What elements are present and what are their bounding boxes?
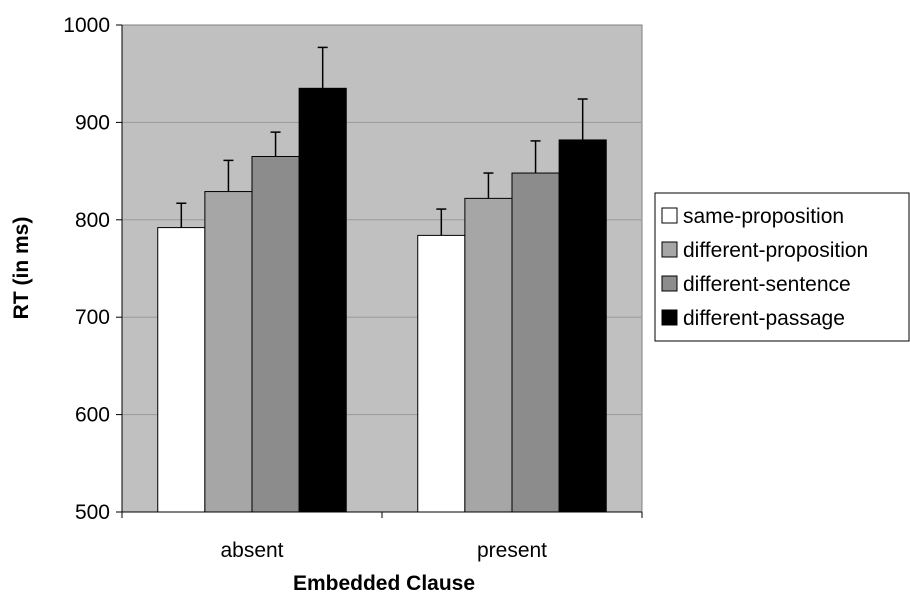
bar-same-proposition-present <box>417 234 466 513</box>
x-axis: absent present <box>121 511 643 562</box>
x-tick-label: present <box>477 539 547 562</box>
bar-different-proposition-present <box>464 197 513 513</box>
legend-swatch <box>661 309 678 326</box>
legend: same-proposition different-proposition dif… <box>654 192 910 342</box>
legend-label: different-sentence <box>683 273 851 296</box>
legend-label: different-proposition <box>683 239 868 262</box>
y-tick-label: 900 <box>75 111 110 134</box>
bar-different-sentence-absent <box>251 155 300 513</box>
legend-swatch <box>661 241 678 258</box>
legend-swatch <box>661 207 678 224</box>
y-axis-title: RT (in ms) <box>10 217 33 320</box>
bar-different-passage-absent <box>298 87 347 513</box>
error-bars <box>176 46 588 236</box>
y-tick-label: 1000 <box>63 14 110 37</box>
y-tick-label: 800 <box>75 209 110 232</box>
legend-label: different-passage <box>683 307 845 330</box>
legend-label: same-proposition <box>683 205 844 228</box>
bars <box>157 87 607 513</box>
bar-different-proposition-absent <box>204 191 253 513</box>
bar-different-sentence-present <box>511 172 560 513</box>
legend-box <box>654 192 910 342</box>
bar-different-passage-present <box>558 139 607 513</box>
y-axis: 500 600 700 800 900 1000 <box>63 14 123 524</box>
x-tick-label: absent <box>220 539 283 562</box>
y-tick-label: 700 <box>75 306 110 329</box>
y-tick-label: 500 <box>75 501 110 524</box>
legend-swatch <box>661 275 678 292</box>
y-tick-label: 600 <box>75 404 110 427</box>
bar-same-proposition-absent <box>157 227 206 513</box>
x-axis-title: Embedded Clause <box>293 572 475 595</box>
